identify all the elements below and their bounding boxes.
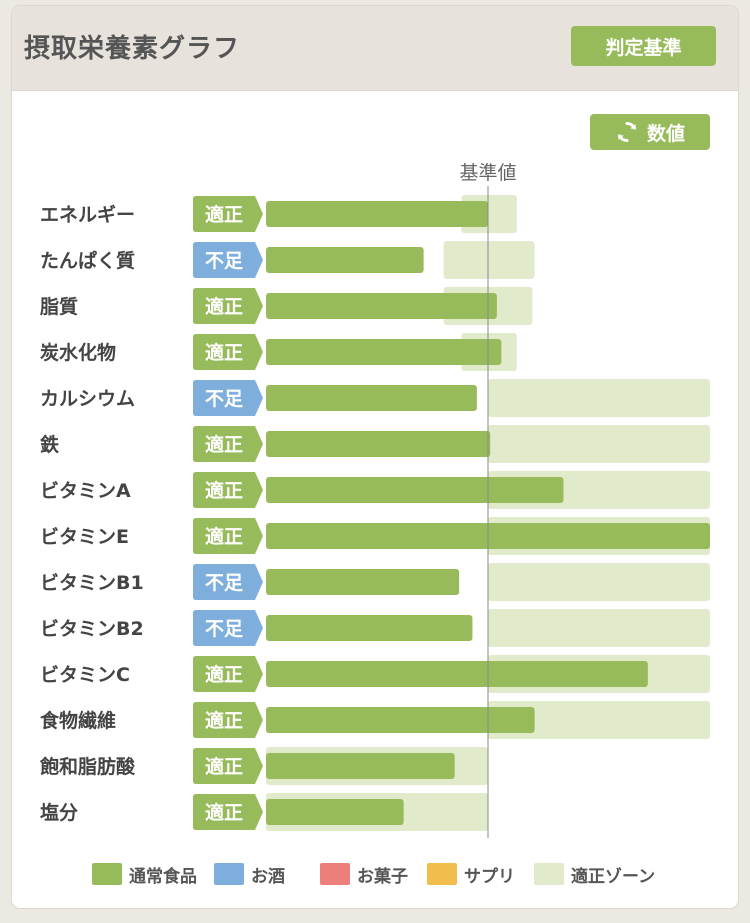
status-text-5: 適正 xyxy=(205,433,243,456)
card-header: 摂取栄養素グラフ 判定基準 xyxy=(12,6,738,91)
status-text-10: 適正 xyxy=(205,663,243,686)
zone-9 xyxy=(488,609,710,647)
category-label-12: 飽和脂肪酸 xyxy=(39,755,136,778)
status-badge-12 xyxy=(193,748,263,784)
intake-bar-4 xyxy=(266,385,477,411)
category-label-11: 食物繊維 xyxy=(40,709,116,732)
legend-swatch xyxy=(427,863,457,885)
legend: 通常食品 お酒 お菓子 サプリ 適正ゾーン xyxy=(12,862,738,887)
legend-label: お菓子 xyxy=(357,866,408,887)
intake-bar-13 xyxy=(266,799,404,825)
zone-5 xyxy=(488,425,710,463)
intake-bar-3 xyxy=(266,339,502,365)
category-label-2: 脂質 xyxy=(40,295,78,318)
status-badge-8 xyxy=(193,564,263,600)
intake-bar-8 xyxy=(266,569,460,595)
status-badge-6 xyxy=(193,472,263,508)
legend-label: サプリ xyxy=(464,866,515,887)
status-badge-5 xyxy=(193,426,263,462)
legend-swatch xyxy=(214,863,244,885)
category-label-5: 鉄 xyxy=(40,433,59,456)
nutrient-graph-card: 摂取栄養素グラフ 判定基準 数値 基準値 適正 不足 適正 適正 不足 適正 適正 適正 不足不… xyxy=(12,6,738,908)
legend-item-0: 通常食品 xyxy=(92,862,197,887)
category-label-3: 炭水化物 xyxy=(40,341,116,364)
category-label-1: たんぱく質 xyxy=(40,249,135,272)
status-text-12: 適正 xyxy=(205,755,243,778)
intake-bar-6 xyxy=(266,477,564,503)
numeric-button-label: 数値 xyxy=(646,122,685,145)
category-label-10: ビタミンC xyxy=(40,664,130,686)
legend-item-3: サプリ xyxy=(427,862,515,887)
category-label-13: 塩分 xyxy=(40,801,78,824)
legend-label: お酒 xyxy=(251,866,285,887)
intake-bar-10 xyxy=(266,661,648,687)
page-title: 摂取栄養素グラフ xyxy=(24,34,241,64)
status-text-8: 不足 xyxy=(205,572,244,594)
legend-label: 適正ゾーン xyxy=(571,866,656,887)
status-badge-9 xyxy=(193,610,263,646)
status-text-3: 適正 xyxy=(205,341,243,364)
status-badge-11 xyxy=(193,702,263,738)
numeric-toggle-button[interactable]: 数値 xyxy=(590,114,710,150)
intake-bar-9 xyxy=(266,615,473,641)
category-label-4: カルシウム xyxy=(40,388,135,410)
legend-item-2: お菓子 xyxy=(320,862,408,887)
legend-label: 通常食品 xyxy=(129,866,197,887)
status-text-7: 適正 xyxy=(205,525,243,548)
legend-item-4: 適正ゾーン xyxy=(534,862,656,887)
criteria-button[interactable]: 判定基準 xyxy=(571,26,716,66)
status-badge-4 xyxy=(193,380,263,416)
status-text-6: 適正 xyxy=(205,479,243,502)
refresh-icon xyxy=(617,122,637,142)
status-text-13: 適正 xyxy=(205,801,243,824)
category-label-0: エネルギー xyxy=(40,204,135,226)
status-text-1: 不足 xyxy=(205,250,244,272)
intake-bar-2 xyxy=(266,293,497,319)
zone-11 xyxy=(488,701,710,739)
status-text-2: 適正 xyxy=(205,295,243,318)
zone-4 xyxy=(488,379,710,417)
legend-swatch xyxy=(534,863,564,885)
status-badge-13 xyxy=(193,794,263,830)
status-text-0: 適正 xyxy=(205,203,243,226)
intake-bar-1 xyxy=(266,247,424,273)
status-text-11: 適正 xyxy=(205,709,243,732)
status-badge-2 xyxy=(193,288,263,324)
category-label-8: ビタミンB1 xyxy=(40,572,144,594)
legend-swatch xyxy=(92,863,122,885)
legend-item-1: お酒 xyxy=(214,862,285,887)
status-badge-3 xyxy=(193,334,263,370)
intake-bar-5 xyxy=(266,431,491,457)
status-badge-1 xyxy=(193,242,263,278)
status-text-9: 不足 xyxy=(205,618,244,640)
status-badge-10 xyxy=(193,656,263,692)
reference-label: 基準値 xyxy=(459,162,516,184)
intake-bar-11 xyxy=(266,707,535,733)
legend-swatch xyxy=(320,863,350,885)
status-badge-0 xyxy=(193,196,263,232)
intake-bar-0 xyxy=(266,201,488,227)
status-badge-7 xyxy=(193,518,263,554)
zone-1 xyxy=(443,241,535,279)
category-label-7: ビタミンE xyxy=(40,526,129,548)
category-label-9: ビタミンB2 xyxy=(40,618,144,640)
status-text-4: 不足 xyxy=(205,388,244,410)
zone-8 xyxy=(488,563,710,601)
intake-bar-12 xyxy=(266,753,455,779)
category-label-6: ビタミンA xyxy=(40,480,131,502)
